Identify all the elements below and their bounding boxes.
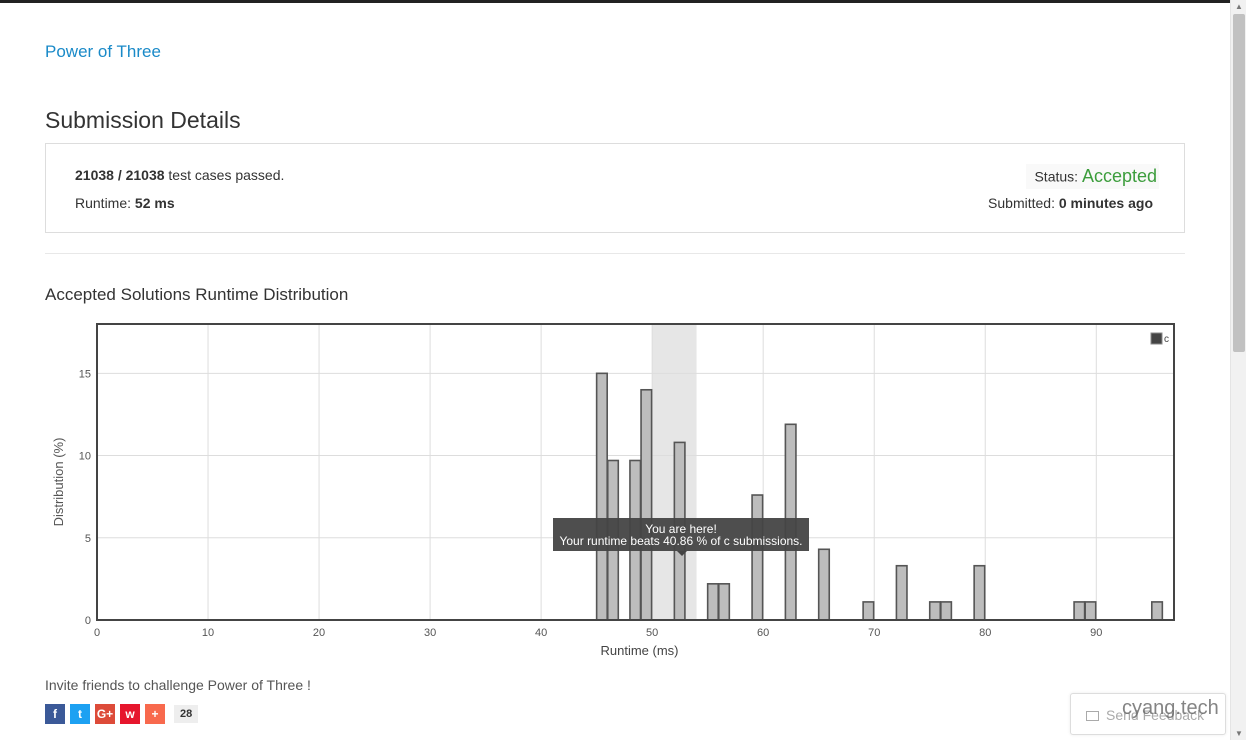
status: Status: Accepted <box>1026 164 1159 189</box>
feedback-label: Send Feedback <box>1106 707 1205 723</box>
social-share-bar: f t G+ w +28 <box>45 704 199 724</box>
y-tick-label: 5 <box>85 533 91 545</box>
y-tick-label: 0 <box>85 615 91 627</box>
test-cases-passed: 21038 / 21038 test cases passed. <box>75 167 284 183</box>
bar <box>940 601 953 621</box>
tooltip-line2: Your runtime beats 40.86 % of c submissi… <box>559 534 802 548</box>
tooltip-line1: You are here! <box>645 522 717 536</box>
x-tick-label: 20 <box>313 627 325 639</box>
bar <box>1150 601 1164 621</box>
google-plus-share-icon[interactable]: G+ <box>95 704 115 724</box>
divider <box>45 253 1185 254</box>
bar <box>1073 601 1086 621</box>
scrollbar[interactable]: ▲ ▼ <box>1230 0 1246 740</box>
distribution-title: Accepted Solutions Runtime Distribution <box>45 285 349 304</box>
runtime-label: Runtime: <box>75 195 135 211</box>
x-tick-label: 0 <box>94 627 100 639</box>
runtime: Runtime: 52 ms <box>75 195 175 211</box>
tooltip-box <box>553 518 809 551</box>
legend-swatch <box>1150 332 1163 345</box>
runtime-distribution-chart: 0 10 20 30 40 50 60 70 80 90 0 5 10 15 c Runtime (ms) Di… <box>44 318 1184 668</box>
y-axis-label: Distribution (%) <box>51 438 66 527</box>
runtime-value: 52 ms <box>134 195 175 211</box>
envelope-icon <box>1086 711 1099 721</box>
share-count: 28 <box>174 705 199 723</box>
status-label: Status: <box>1034 168 1082 185</box>
y-tick-label: 15 <box>79 368 91 380</box>
submitted-time: Submitted: 0 minutes ago <box>988 195 1153 211</box>
invite-text: Invite friends to challenge Power of Thr… <box>45 677 311 693</box>
passed-count: 21038 / 21038 <box>75 167 165 183</box>
bar <box>895 564 908 621</box>
bar <box>751 494 764 621</box>
tooltip-arrow <box>677 551 687 556</box>
x-tick-label: 70 <box>868 627 880 639</box>
top-bar <box>0 0 1230 3</box>
passed-suffix: test cases passed. <box>164 167 285 183</box>
facebook-share-icon[interactable]: f <box>45 704 65 724</box>
y-tick-label: 10 <box>79 451 91 463</box>
plot-border <box>96 323 1175 621</box>
bar <box>706 583 720 621</box>
bar <box>717 583 731 621</box>
status-badge: Accepted <box>1081 166 1157 186</box>
more-share-icon[interactable]: + <box>145 704 165 724</box>
x-tick-label: 10 <box>202 627 214 639</box>
scrollbar-thumb[interactable] <box>1233 14 1245 352</box>
submission-details-box: 21038 / 21038 test cases passed. Runtime… <box>45 143 1185 233</box>
submitted-value: 0 minutes ago <box>1058 195 1153 211</box>
scroll-up-icon[interactable]: ▲ <box>1235 2 1243 11</box>
bar <box>928 601 942 621</box>
x-tick-label: 50 <box>646 627 658 639</box>
twitter-share-icon[interactable]: t <box>70 704 90 724</box>
weibo-share-icon[interactable]: w <box>120 704 140 724</box>
x-tick-label: 60 <box>757 627 769 639</box>
bar <box>640 388 653 621</box>
watermark: cyang.tech <box>1122 697 1219 719</box>
scroll-down-icon[interactable]: ▼ <box>1235 729 1243 738</box>
page-title: Submission Details <box>45 107 241 133</box>
bar <box>595 372 608 621</box>
submitted-label: Submitted: <box>988 195 1059 211</box>
x-tick-label: 90 <box>1090 627 1102 639</box>
send-feedback-button[interactable]: Send Feedback <box>1070 693 1226 735</box>
bar <box>1084 601 1097 621</box>
x-tick-label: 80 <box>979 627 991 639</box>
x-tick-label: 30 <box>424 627 436 639</box>
bar <box>817 548 831 621</box>
problem-link[interactable]: Power of Three <box>45 42 161 61</box>
bar <box>862 601 875 621</box>
chart-svg: 0 10 20 30 40 50 60 70 80 90 0 5 10 15 c Runtime (ms) Di… <box>51 323 1175 658</box>
x-tick-label: 40 <box>535 627 547 639</box>
x-axis-label: Runtime (ms) <box>600 643 678 658</box>
bar <box>973 564 986 621</box>
legend-label: c <box>1164 334 1169 345</box>
